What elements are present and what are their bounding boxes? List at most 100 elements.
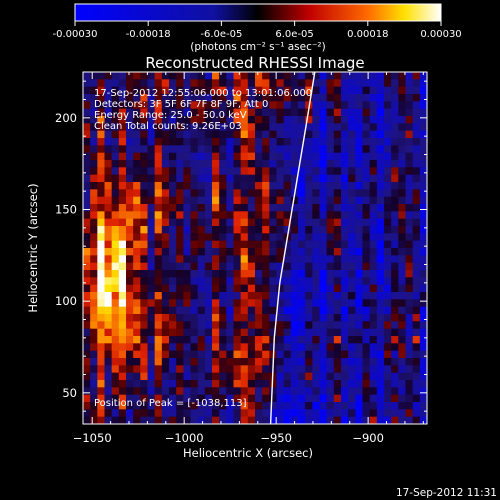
heatmap-cell [133,116,141,124]
heatmap-cell [283,189,292,198]
heatmap-cell [312,416,321,424]
heatmap-cell [312,270,321,278]
heatmap-cell [133,409,141,418]
heatmap-cell [419,262,427,271]
colorbar: -0.00030 -0.00018 -6.0e-05 6.0e-05 0.00018 0.… [53,3,462,53]
heatmap-cell [97,189,106,198]
heatmap-cell [305,174,313,183]
heatmap-cell [83,79,91,88]
heatmap-cell [183,240,192,249]
heatmap-cell [376,314,385,322]
heatmap-cell [341,248,349,256]
heatmap-cell [97,255,106,264]
heatmap-cell [233,380,242,388]
heatmap-cell [419,350,427,359]
heatmap-cell [233,365,242,374]
heatmap-cell [312,248,321,256]
heatmap-cell [276,72,285,80]
heatmap-cell [341,350,349,359]
heatmap-cell [219,167,227,176]
heatmap-cell [398,328,407,337]
heatmap-cell [341,321,349,330]
heatmap-cell [126,365,134,374]
heatmap-cell [97,314,106,322]
heatmap-cell [384,101,392,110]
heatmap-cell [319,182,328,190]
heatmap-cell [355,416,364,424]
heatmap-cell [226,402,235,410]
heatmap-cell [312,328,321,337]
heatmap-cell [212,394,220,403]
heatmap-cell [247,336,256,344]
heatmap-cell [204,358,213,366]
heatmap-cell [384,145,392,154]
heatmap-cell [111,226,120,234]
heatmap-cell [419,402,427,410]
heatmap-cell [283,204,292,212]
heatmap-cell [419,167,427,176]
heatmap-cell [111,358,120,366]
heatmap-cell [276,299,285,308]
heatmap-cell [362,160,371,168]
heatmap-cell [240,79,249,88]
heatmap-cell [319,211,328,220]
heatmap-cell [233,182,242,190]
heatmap-cell [362,402,371,410]
heatmap-cell [197,167,206,176]
heatmap-cell [111,108,120,117]
heatmap-cell [355,380,364,388]
heatmap-cell [240,182,249,190]
heatmap-cell [111,321,120,330]
heatmap-cell [384,394,392,403]
heatmap-cell [269,394,278,403]
heatmap-cell [147,284,156,293]
heatmap-cell [219,314,227,322]
heatmap-cell [212,402,220,410]
heatmap-cell [247,218,256,227]
heatmap-cell [290,328,299,337]
heatmap-cell [376,387,385,396]
heatmap-cell [391,402,399,410]
heatmap-cell [298,358,306,366]
heatmap-cell [269,402,278,410]
heatmap-cell [226,277,235,286]
heatmap-cell [104,196,113,205]
heatmap-cell [97,116,106,124]
heatmap-cell [391,218,399,227]
heatmap-cell [391,86,399,95]
heatmap-cell [183,152,192,161]
heatmap-cell [247,255,256,264]
heatmap-cell [240,167,249,176]
heatmap-cell [197,277,206,286]
heatmap-cell [262,130,270,139]
heatmap-cell [398,233,407,242]
heatmap-cell [405,152,414,161]
heatmap-cell [183,226,192,234]
heatmap-cell [247,350,256,359]
heatmap-cell [348,226,356,234]
heatmap-cell [255,336,263,344]
heatmap-cell [247,240,256,249]
heatmap-cell [83,365,91,374]
heatmap-cell [312,211,321,220]
heatmap-cell [362,255,371,264]
heatmap-cell [348,138,356,146]
heatmap-cell [126,321,134,330]
heatmap-cell [419,284,427,293]
heatmap-cell [255,189,263,198]
heatmap-cell [154,358,163,366]
heatmap-cell [369,101,378,110]
heatmap-cell [333,372,342,381]
heatmap-cell [419,416,427,424]
heatmap-cell [362,409,371,418]
heatmap-cell [362,270,371,278]
heatmap-cell [276,174,285,183]
chart-title: Reconstructed RHESSI Image [145,54,364,72]
heatmap-cell [391,416,399,424]
heatmap-cell [212,116,220,124]
heatmap-cell [362,233,371,242]
heatmap-cell [183,402,192,410]
heatmap-cell [90,182,98,190]
heatmap-cell [376,86,385,95]
